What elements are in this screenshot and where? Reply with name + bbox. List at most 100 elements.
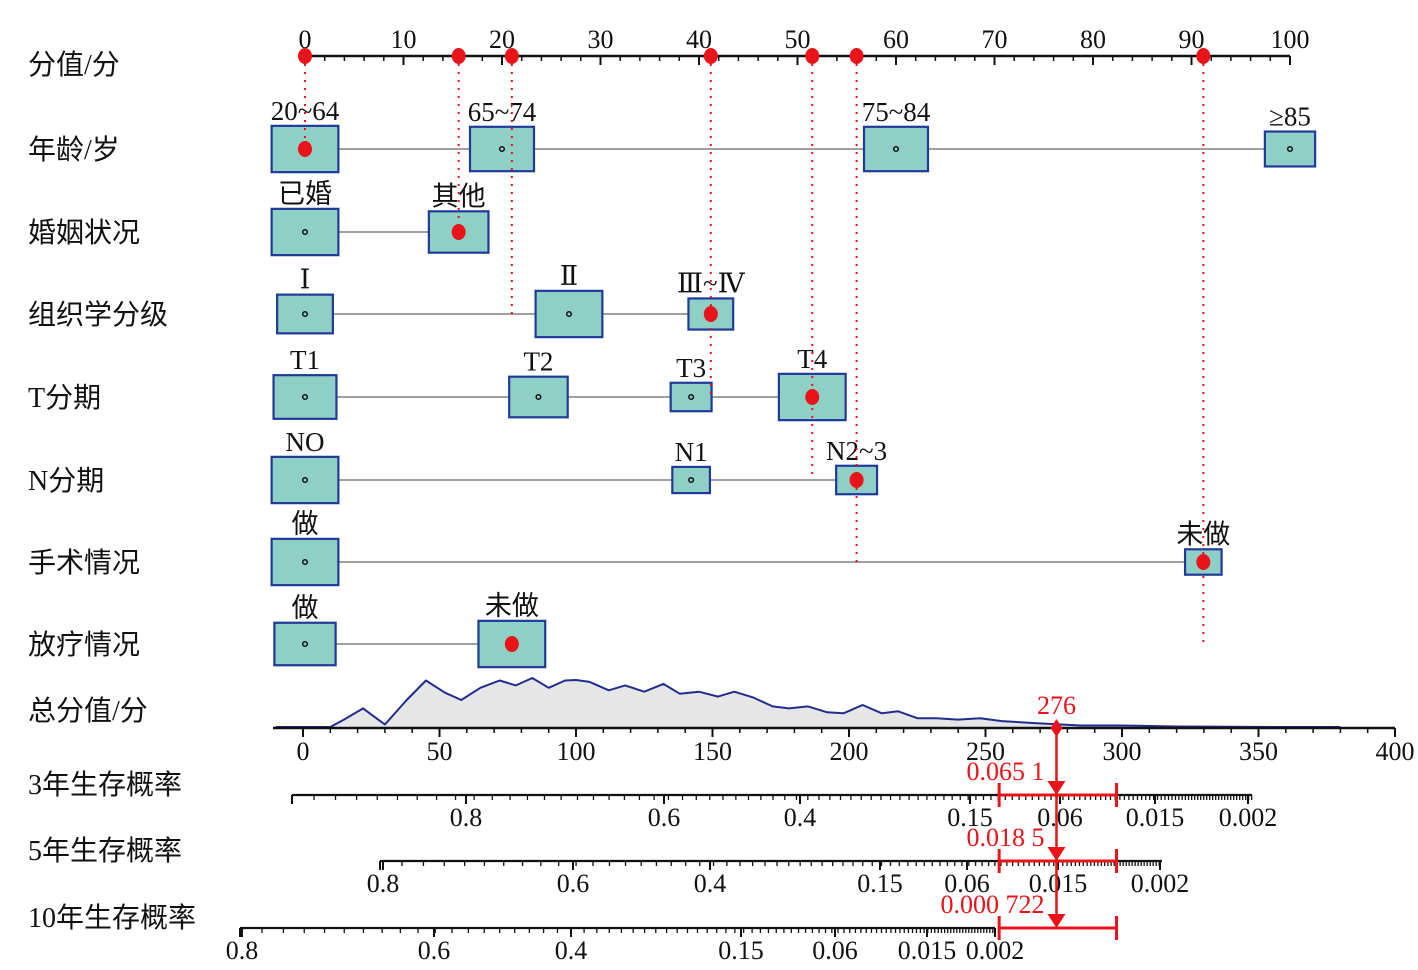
- survival-tick-label: 0.06: [1037, 803, 1083, 832]
- level-center-dot: [892, 145, 900, 153]
- level-box: [468, 125, 536, 173]
- density-area: [275, 678, 1341, 727]
- predicted-probability-label: 0.018 5: [966, 823, 1044, 852]
- level-center-dot: [688, 393, 695, 401]
- variable-label: 年龄/岁: [28, 134, 120, 166]
- survival-tick-label: 0.015: [1126, 803, 1185, 832]
- level-label: T3: [676, 353, 706, 383]
- points-axis-marker: [1196, 48, 1211, 64]
- prediction-arrow: [1047, 914, 1066, 928]
- survival-tick-label: 0.15: [857, 869, 903, 898]
- survival-tick-label: 0.4: [694, 869, 727, 898]
- survival-axis-label: 10年生存概率: [28, 902, 196, 934]
- points-tick-label: 60: [883, 25, 909, 54]
- survival-tick-label: 0.6: [557, 869, 590, 898]
- points-tick-label: 80: [1080, 25, 1106, 54]
- level-label: 已婚: [278, 179, 332, 209]
- selected-level-marker: [298, 141, 312, 157]
- survival-tick-label: 0.4: [555, 936, 588, 965]
- level-label: Ⅱ: [560, 261, 578, 291]
- level-box: [669, 381, 713, 413]
- level-center-dot: [565, 310, 573, 318]
- level-center-dot: [1286, 145, 1294, 153]
- points-axis-marker: [451, 48, 466, 64]
- points-axis-marker: [805, 48, 820, 64]
- predicted-probability-label: 0.000 722: [940, 890, 1044, 919]
- survival-tick-label: 0.06: [944, 869, 990, 898]
- level-label: N1: [675, 437, 708, 467]
- level-box: [671, 465, 712, 495]
- survival-tick-label: 0.8: [226, 936, 259, 965]
- survival-tick-label: 0.002: [1131, 869, 1190, 898]
- survival-axis-label: 5年生存概率: [28, 835, 182, 867]
- level-label: 做: [292, 593, 319, 623]
- total-tick-label: 0: [297, 737, 310, 766]
- level-box: [862, 125, 930, 173]
- total-tick-label: 400: [1376, 737, 1415, 766]
- level-box: [270, 207, 340, 257]
- total-tick-label: 100: [557, 737, 596, 766]
- level-center-dot: [535, 393, 542, 401]
- total-tick-label: 300: [1103, 737, 1142, 766]
- survival-tick-label: 0.002: [966, 936, 1025, 965]
- level-center-dot: [301, 228, 309, 236]
- survival-tick-label: 0.8: [367, 869, 400, 898]
- level-box: [270, 537, 340, 587]
- points-tick-label: 70: [982, 25, 1008, 54]
- level-box: [272, 374, 338, 420]
- total-tick-label: 150: [693, 737, 732, 766]
- level-center-dot: [301, 558, 309, 566]
- survival-tick-label: 0.8: [450, 803, 483, 832]
- survival-tick-label: 0.6: [418, 936, 451, 965]
- points-axis-marker: [504, 48, 519, 64]
- level-label: Ⅰ: [300, 265, 311, 295]
- total-tick-label: 250: [966, 737, 1005, 766]
- variable-label: 放疗情况: [28, 629, 140, 661]
- points-tick-label: 0: [299, 25, 312, 54]
- predicted-probability-label: 0.065 1: [966, 757, 1044, 786]
- survival-tick-label: 0.15: [947, 803, 993, 832]
- selected-level-marker: [805, 389, 820, 405]
- level-label: ≥85: [1269, 102, 1311, 132]
- level-box: [508, 375, 569, 419]
- level-label: 未做: [485, 591, 539, 621]
- level-label: T2: [523, 347, 553, 377]
- total-tick-label: 200: [830, 737, 869, 766]
- total-points-marker: [1050, 719, 1063, 737]
- selected-level-marker: [451, 224, 466, 240]
- level-center-dot: [498, 145, 506, 153]
- points-tick-label: 10: [391, 25, 417, 54]
- points-tick-label: 100: [1271, 25, 1310, 54]
- survival-tick-label: 0.015: [1029, 869, 1088, 898]
- total-points-label: 总分值/分: [28, 695, 148, 727]
- level-box: [276, 293, 334, 335]
- total-points-value-label: 276: [1037, 691, 1076, 720]
- level-box: [1263, 130, 1317, 168]
- selected-level-marker: [504, 636, 519, 652]
- level-label: 做: [292, 509, 319, 539]
- survival-tick-label: 0.002: [1219, 803, 1278, 832]
- level-label: 75~84: [862, 97, 931, 127]
- variable-label: 手术情况: [28, 547, 140, 579]
- level-box: [273, 621, 337, 667]
- variable-label: 婚姻状况: [28, 217, 140, 249]
- level-center-dot: [301, 393, 309, 401]
- level-label: 65~74: [468, 97, 537, 127]
- points-tick-label: 30: [588, 25, 614, 54]
- points-axis-label: 分值/分: [28, 49, 120, 81]
- level-center-dot: [688, 476, 695, 484]
- survival-tick-label: 0.15: [718, 936, 764, 965]
- level-center-dot: [301, 476, 309, 484]
- points-axis-marker: [849, 48, 864, 64]
- points-axis-marker: [703, 48, 718, 64]
- variable-label: N分期: [28, 466, 104, 497]
- level-center-dot: [301, 640, 309, 648]
- survival-tick-label: 0.6: [648, 803, 681, 832]
- level-center-dot: [301, 310, 309, 318]
- total-tick-label: 50: [427, 737, 453, 766]
- survival-tick-label: 0.015: [898, 936, 957, 965]
- points-tick-label: 50: [785, 25, 811, 54]
- total-tick-label: 350: [1239, 737, 1278, 766]
- survival-tick-label: 0.4: [784, 803, 817, 832]
